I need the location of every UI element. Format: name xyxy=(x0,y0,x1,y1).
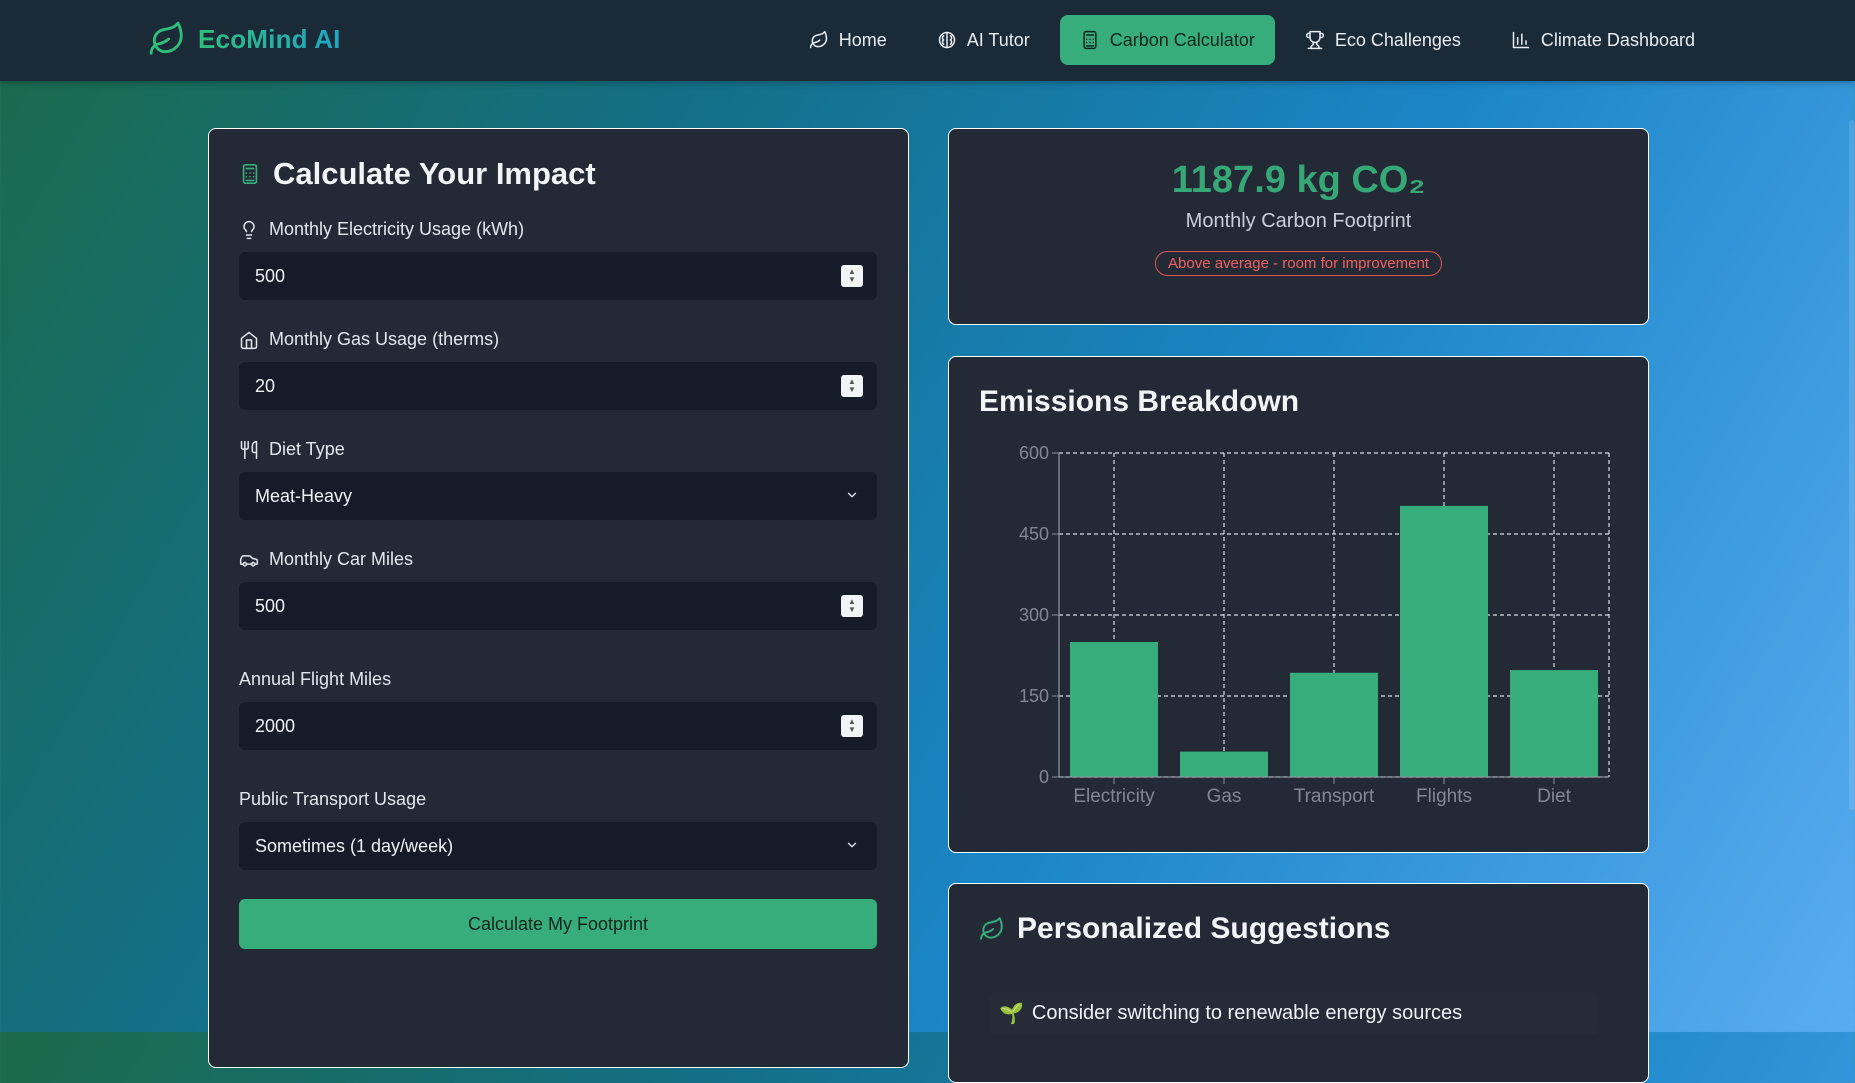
car-label-text: Monthly Car Miles xyxy=(269,549,414,569)
utensils-icon xyxy=(240,440,258,459)
calculator-title: Calculate Your Impact xyxy=(239,156,878,192)
y-tick-label: 0 xyxy=(1039,767,1049,787)
electricity-label-text: Monthly Electricity Usage (kWh) xyxy=(269,219,525,239)
transit-label: Public Transport Usage xyxy=(239,789,877,810)
car-label: Monthly Car Miles xyxy=(239,549,877,570)
status-badge: Above average - room for improvement xyxy=(1155,251,1442,276)
leaf-icon xyxy=(149,21,183,55)
brain-icon xyxy=(938,31,955,49)
transit-value: Sometimes (1 day/week) xyxy=(255,835,454,856)
suggestion-item: 🌱 Consider switching to renewable energy… xyxy=(989,992,1599,1034)
nav-eco-challenges-label: Eco Challenges xyxy=(1334,29,1461,50)
y-tick-label: 300 xyxy=(1019,605,1049,625)
flight-label: Annual Flight Miles xyxy=(239,669,877,690)
diet-label: Diet Type xyxy=(239,439,877,460)
diet-select[interactable]: Meat-Heavy xyxy=(239,472,877,520)
flight-field: Annual Flight Miles 2000 ▲ ▼ xyxy=(239,669,877,750)
flight-value: 2000 xyxy=(255,715,296,736)
footprint-value: 1187.9 kg CO₂ xyxy=(1171,159,1426,201)
gas-label: Monthly Gas Usage (therms) xyxy=(239,329,877,350)
leaf-icon xyxy=(980,917,1003,940)
nav-eco-challenges[interactable]: Eco Challenges xyxy=(1285,15,1481,65)
nav-carbon-calculator[interactable]: Carbon Calculator xyxy=(1059,15,1275,65)
brand-logo[interactable]: EcoMind AI xyxy=(148,20,341,58)
x-tick-label: Gas xyxy=(1207,786,1242,807)
transit-select[interactable]: Sometimes (1 day/week) xyxy=(239,822,877,870)
nav-home[interactable]: Home xyxy=(789,15,907,65)
suggestions-card: Personalized Suggestions 🌱 Consider swit… xyxy=(948,883,1649,1083)
bar-diet xyxy=(1510,670,1598,777)
bar-transport xyxy=(1290,672,1378,777)
chevron-down-icon xyxy=(847,492,857,498)
gas-field: Monthly Gas Usage (therms) 20 ▲ ▼ xyxy=(239,329,877,410)
diet-field: Diet Type Meat-Heavy xyxy=(239,439,877,520)
diet-label-text: Diet Type xyxy=(269,439,345,459)
nav-ai-tutor-label: AI Tutor xyxy=(966,29,1030,50)
result-card: 1187.9 kg CO₂ Monthly Carbon Footprint A… xyxy=(948,128,1649,325)
brand-name: EcoMind AI xyxy=(198,23,341,54)
y-tick-label: 450 xyxy=(1019,524,1049,544)
home-icon xyxy=(240,331,258,349)
suggestions-title-text: Personalized Suggestions xyxy=(1017,912,1391,945)
main-nav: Home AI Tutor Carbon Calculator Eco Chal… xyxy=(789,15,1715,65)
electricity-value: 500 xyxy=(255,265,286,286)
nav-home-label: Home xyxy=(838,29,887,50)
electricity-input[interactable]: 500 ▲ ▼ xyxy=(239,252,877,300)
electricity-label: Monthly Electricity Usage (kWh) xyxy=(239,219,877,240)
breakdown-title: Emissions Breakdown xyxy=(979,385,1300,418)
transit-label-text: Public Transport Usage xyxy=(239,789,427,809)
emissions-chart: 0 150 300 450 600 Electricity Gas Transport Flig… xyxy=(1019,443,1610,807)
chevron-down-icon xyxy=(847,842,857,848)
diet-value: Meat-Heavy xyxy=(255,485,353,506)
gas-value: 20 xyxy=(255,375,276,396)
bar-gas xyxy=(1180,751,1268,777)
bar-electricity xyxy=(1070,642,1158,777)
top-navbar: EcoMind AI Home AI Tutor Carbon Calculat… xyxy=(0,0,1855,81)
car-stepper[interactable]: ▲ ▼ xyxy=(841,595,863,617)
y-tick-label: 600 xyxy=(1019,443,1049,463)
nav-climate-dashboard-label: Climate Dashboard xyxy=(1540,29,1695,50)
lightbulb-icon xyxy=(243,220,255,239)
leaf-icon xyxy=(809,30,827,49)
suggestion-text: Consider switching to renewable energy s… xyxy=(1031,1001,1463,1024)
calculator-icon xyxy=(1083,30,1097,50)
nav-climate-dashboard[interactable]: Climate Dashboard xyxy=(1491,15,1715,65)
x-tick-label: Diet xyxy=(1537,786,1572,807)
electricity-stepper[interactable]: ▲ ▼ xyxy=(841,265,863,287)
calculate-footprint-button[interactable]: Calculate My Footprint xyxy=(239,899,877,949)
calculator-title-text: Calculate Your Impact xyxy=(273,156,596,191)
gas-stepper[interactable]: ▲ ▼ xyxy=(841,375,863,397)
x-tick-label: Flights xyxy=(1416,786,1472,807)
emissions-breakdown-card: Emissions Breakdown 0 150 300 450 600 Electri… xyxy=(948,356,1649,853)
calculator-icon xyxy=(242,164,258,184)
bar-chart-icon xyxy=(1512,31,1530,49)
flight-input[interactable]: 2000 ▲ ▼ xyxy=(239,702,877,750)
y-tick-label: 150 xyxy=(1019,686,1049,706)
page-scrollbar[interactable] xyxy=(1849,120,1855,810)
flight-stepper[interactable]: ▲ ▼ xyxy=(841,715,863,737)
transit-field: Public Transport Usage Sometimes (1 day/… xyxy=(239,789,877,870)
flight-label-text: Annual Flight Miles xyxy=(239,669,392,689)
footprint-label: Monthly Carbon Footprint xyxy=(1185,210,1412,232)
car-field: Monthly Car Miles 500 ▲ ▼ xyxy=(239,549,877,630)
gas-input[interactable]: 20 ▲ ▼ xyxy=(239,362,877,410)
suggestions-title: Personalized Suggestions xyxy=(979,912,1390,946)
x-tick-label: Electricity xyxy=(1073,786,1155,807)
calculator-card: Calculate Your Impact Monthly Electricit… xyxy=(208,128,909,1068)
seedling-icon: 🌱 xyxy=(999,1002,1024,1025)
electricity-field: Monthly Electricity Usage (kWh) 500 ▲ ▼ xyxy=(239,219,877,300)
car-value: 500 xyxy=(255,595,286,616)
gas-label-text: Monthly Gas Usage (therms) xyxy=(269,329,500,349)
car-icon xyxy=(239,554,259,567)
nav-ai-tutor[interactable]: AI Tutor xyxy=(917,15,1050,65)
bar-flights xyxy=(1400,505,1488,777)
trophy-icon xyxy=(1305,30,1324,50)
x-tick-label: Transport xyxy=(1294,786,1375,807)
nav-carbon-calculator-label: Carbon Calculator xyxy=(1109,29,1255,50)
car-input[interactable]: 500 ▲ ▼ xyxy=(239,582,877,630)
